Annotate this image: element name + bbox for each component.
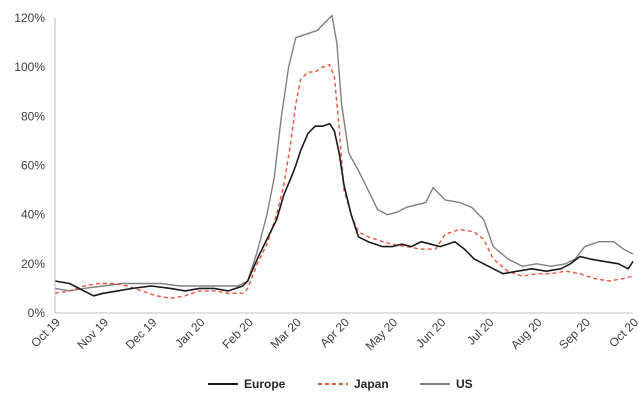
y-tick-label: 120%: [14, 11, 45, 25]
y-tick-label: 40%: [21, 208, 45, 222]
series-line-us: [54, 14, 634, 292]
y-axis-ticks: 0% 20% 40% 60% 80% 100% 120%: [14, 11, 45, 320]
y-tick-label: 20%: [21, 257, 45, 271]
y-tick-label: 0%: [28, 306, 46, 320]
legend-label-europe: Europe: [244, 377, 286, 391]
y-tick-label: 100%: [14, 60, 45, 74]
legend-label-japan: Japan: [354, 377, 389, 391]
legend: Europe Japan US: [208, 377, 473, 391]
y-tick-label: 60%: [21, 159, 45, 173]
legend-label-us: US: [456, 377, 473, 391]
y-tick-label: 80%: [21, 109, 45, 123]
series-line-japan: [54, 64, 634, 299]
series-lines: [54, 14, 634, 299]
series-line-europe: [54, 122, 634, 297]
